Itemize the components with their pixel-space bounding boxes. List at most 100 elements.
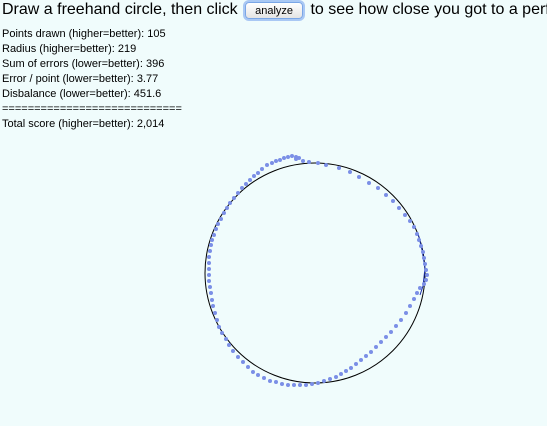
drawn-point (292, 383, 296, 387)
drawn-point (322, 379, 326, 383)
drawn-point (415, 232, 419, 236)
drawn-point (208, 285, 212, 289)
drawn-point (357, 175, 361, 179)
stats-panel: Points drawn (higher=better): 105 Radius… (2, 27, 182, 132)
drawn-point (364, 354, 368, 358)
drawn-point (231, 349, 235, 353)
drawn-point (394, 324, 398, 328)
drawn-point (211, 304, 215, 308)
drawn-point (397, 206, 401, 210)
drawn-point (344, 369, 348, 373)
drawn-point (316, 161, 320, 165)
drawn-point (280, 382, 284, 386)
drawn-point (268, 379, 272, 383)
stat-value: 219 (117, 43, 137, 55)
drawn-point (417, 238, 421, 242)
stat-value: 2,014 (136, 118, 165, 130)
drawn-point (418, 286, 422, 290)
drawn-point (219, 217, 223, 221)
drawn-point (252, 174, 256, 178)
drawn-point (424, 278, 428, 282)
drawn-point (262, 376, 266, 380)
drawn-point (391, 199, 395, 203)
drawn-point (270, 161, 274, 165)
drawn-point (260, 167, 264, 171)
drawn-point (207, 273, 211, 277)
drawn-point (274, 159, 278, 163)
drawn-point (339, 372, 343, 376)
drawn-point (286, 383, 290, 387)
drawn-point (412, 225, 416, 229)
drawn-point (256, 171, 260, 175)
drawn-point (209, 291, 213, 295)
drawn-point (227, 343, 231, 347)
drawn-point (236, 191, 240, 195)
drawn-point (213, 311, 217, 315)
drawn-point (349, 366, 353, 370)
drawn-point (334, 375, 338, 379)
drawn-point (425, 273, 429, 277)
separator-line: ============================ (2, 103, 182, 115)
drawn-point (337, 166, 341, 170)
drawn-point (304, 383, 308, 387)
fitted-circle (204, 162, 426, 384)
drawn-point (207, 255, 211, 259)
drawn-point (286, 155, 290, 159)
drawn-point (248, 178, 252, 182)
stat-label: Points drawn (higher=better): (2, 28, 145, 40)
drawn-point (419, 244, 423, 248)
instruction-text-start: Draw a freehand circle, then click (2, 1, 238, 18)
drawn-point (215, 318, 219, 322)
drawn-points (207, 154, 429, 387)
drawn-point (251, 370, 255, 374)
drawn-point (403, 213, 407, 217)
drawn-point (423, 262, 427, 266)
drawn-point (222, 211, 226, 215)
stat-label: Disbalance (lower=better): (2, 88, 131, 100)
stat-value: 396 (145, 58, 165, 70)
drawn-point (212, 233, 216, 237)
drawn-point (301, 159, 305, 163)
drawn-point (324, 163, 328, 167)
drawn-point (228, 201, 232, 205)
drawn-point (310, 382, 314, 386)
stat-label: Error / point (lower=better): (2, 73, 134, 85)
stat-value: 3.77 (136, 73, 159, 85)
drawn-point (217, 325, 221, 329)
drawn-point (422, 256, 426, 260)
drawn-point (246, 365, 250, 369)
drawn-point (404, 311, 408, 315)
drawn-point (424, 268, 428, 272)
drawn-point (241, 360, 245, 364)
drawn-point (210, 238, 214, 242)
drawn-point (256, 373, 260, 377)
drawn-point (216, 222, 220, 226)
stat-label: Radius (higher=better): (2, 43, 115, 55)
stat-sum-of-errors: Sum of errors (lower=better): 396 (2, 57, 182, 72)
analyze-button[interactable]: analyze (245, 1, 304, 19)
drawn-point (265, 163, 269, 167)
drawn-point (274, 380, 278, 384)
drawn-point (421, 250, 425, 254)
stat-points-drawn: Points drawn (higher=better): 105 (2, 27, 182, 42)
drawn-point (374, 345, 378, 349)
drawn-point (379, 340, 383, 344)
drawn-point (389, 330, 393, 334)
drawn-point (412, 297, 416, 301)
drawn-point (210, 298, 214, 302)
drawn-point (354, 362, 358, 366)
instruction-text-end: to see how close you got to a perfect ci… (310, 1, 547, 18)
drawn-point (367, 181, 371, 185)
drawn-point (207, 261, 211, 265)
drawn-point (369, 350, 373, 354)
drawn-point (307, 160, 311, 164)
drawn-point (384, 335, 388, 339)
drawn-point (224, 337, 228, 341)
drawn-point (244, 182, 248, 186)
instruction-line: Draw a freehand circle, then click analy… (2, 0, 547, 22)
drawn-point (225, 206, 229, 210)
drawn-point (298, 383, 302, 387)
drawn-point (294, 157, 298, 161)
stat-label: Total score (higher=better): (2, 118, 134, 130)
